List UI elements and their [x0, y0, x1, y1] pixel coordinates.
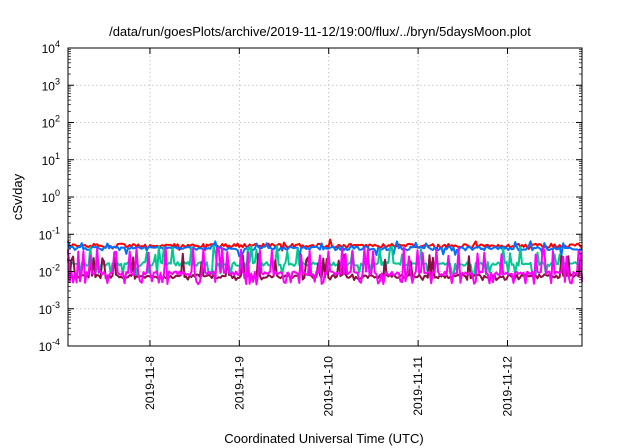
y-tick-label: 102	[42, 114, 60, 131]
series-line	[67, 246, 583, 286]
x-tick-label: 2019-11-8	[143, 356, 157, 410]
grid	[68, 48, 582, 346]
series-group	[67, 238, 583, 286]
y-tick-label: 104	[42, 39, 60, 56]
y-tick-label: 101	[42, 151, 60, 168]
chart-title: /data/run/goesPlots/archive/2019-11-12/1…	[109, 24, 531, 39]
y-axis: 10-4 10-3 10-2 10-1 100 101 102 103 104	[39, 39, 582, 354]
x-axis-label: Coordinated Universal Time (UTC)	[224, 431, 423, 446]
x-tick-label: 2019-11-10	[322, 356, 336, 417]
y-tick-label: 10-1	[39, 225, 60, 242]
x-tick-label: 2019-11-9	[232, 356, 246, 410]
y-tick-label: 10-2	[39, 263, 60, 280]
y-tick-label: 10-4	[39, 337, 60, 354]
y-axis-label: cSv/day	[10, 173, 25, 220]
x-tick-label: 2019-11-11	[411, 356, 425, 416]
x-axis: 2019-11-8 2019-11-9 2019-11-10 2019-11-11 20…	[143, 48, 515, 417]
y-tick-label: 100	[42, 188, 60, 205]
series-line	[67, 240, 583, 258]
x-tick-label: 2019-11-12	[501, 356, 515, 417]
series-line	[67, 244, 583, 276]
y-tick-label: 103	[42, 76, 60, 93]
y-tick-label: 10-3	[39, 300, 60, 317]
